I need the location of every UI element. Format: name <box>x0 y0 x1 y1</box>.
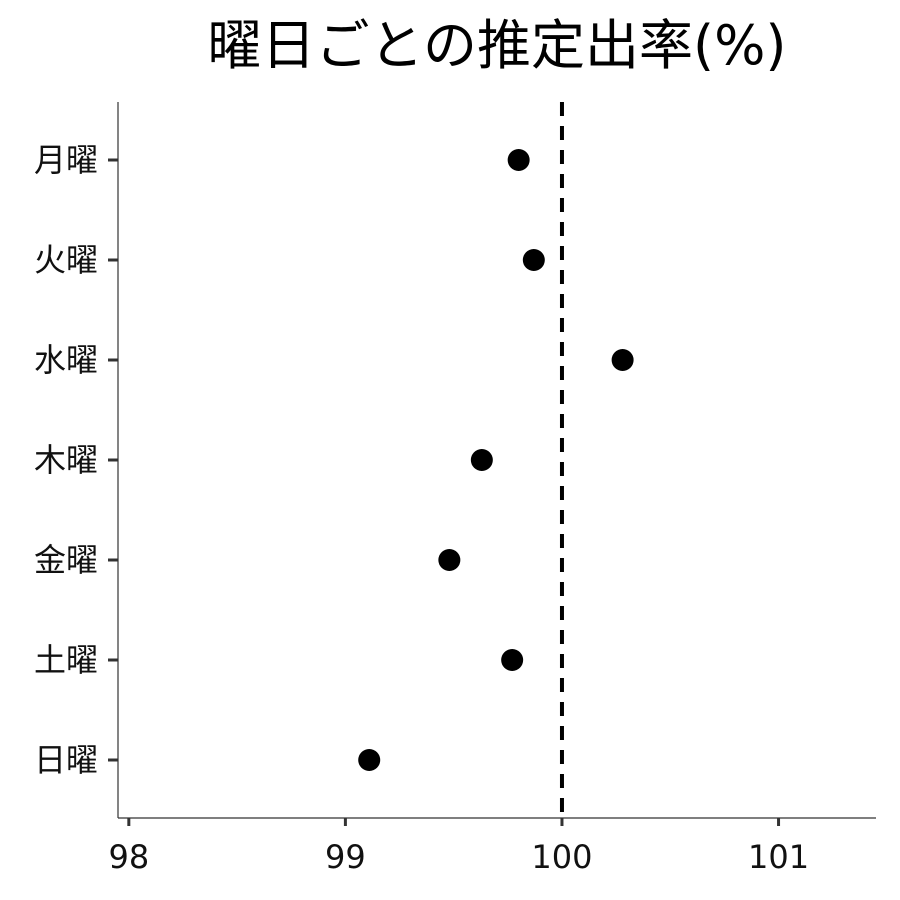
x-tick-label: 99 <box>325 838 366 876</box>
data-point <box>358 749 381 771</box>
data-point <box>470 449 493 471</box>
chart-title: 曜日ごとの推定出率(%) <box>208 14 787 77</box>
y-tick-label: 月曜 <box>34 141 98 179</box>
data-point <box>611 349 634 371</box>
y-tick-label: 日曜 <box>34 741 98 779</box>
data-point <box>501 649 524 671</box>
x-tick-label: 100 <box>531 838 592 876</box>
x-tick-label: 101 <box>748 838 809 876</box>
y-tick-label: 金曜 <box>34 541 98 579</box>
data-point <box>507 149 530 171</box>
y-tick-label: 土曜 <box>34 641 98 679</box>
y-tick-label: 木曜 <box>34 441 98 479</box>
y-tick-label: 火曜 <box>34 241 98 279</box>
data-point <box>438 549 461 571</box>
data-point <box>522 249 545 271</box>
x-tick-label: 98 <box>108 838 149 876</box>
y-tick-label: 水曜 <box>34 341 98 379</box>
